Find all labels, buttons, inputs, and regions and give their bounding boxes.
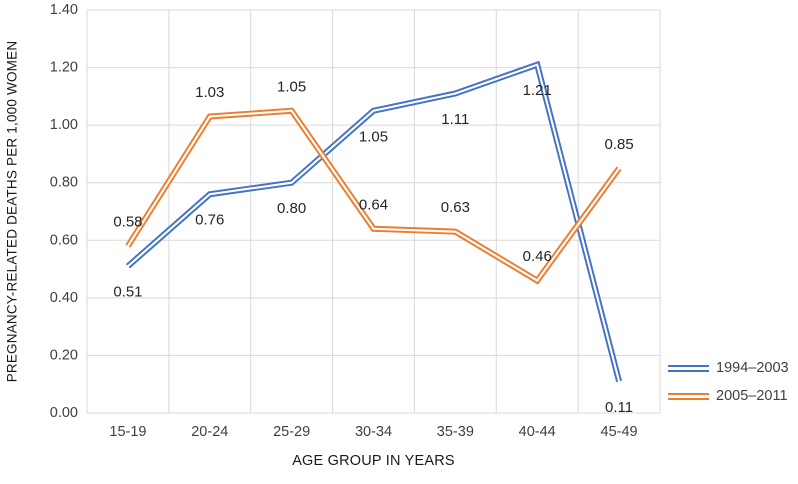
data-label-2005–2011: 1.05 [277, 78, 306, 95]
x-tick-label: 30-34 [355, 424, 392, 440]
data-label-1994–2003: 0.11 [605, 399, 633, 416]
x-axis-title: AGE GROUP IN YEARS [292, 453, 455, 469]
legend-swatch-orange-line-icon [668, 392, 709, 400]
x-tick-label: 20-24 [191, 424, 228, 440]
legend: 1994–2003 2005–2011 [668, 360, 789, 404]
legend-item-1994-2003: 1994–2003 [668, 360, 789, 376]
x-tick-label: 15-19 [109, 424, 146, 440]
x-tick-label: 45-49 [601, 424, 638, 440]
data-label-1994–2003: 1.21 [523, 82, 552, 99]
data-label-2005–2011: 0.64 [359, 196, 388, 213]
y-tick-label: 1.00 [50, 117, 78, 133]
y-tick-label: 0.60 [50, 232, 78, 248]
data-label-2005–2011: 0.58 [113, 214, 142, 231]
y-tick-label: 1.40 [50, 2, 78, 18]
y-tick-label: 0.00 [50, 405, 78, 421]
y-tick-label: 1.20 [50, 60, 78, 76]
legend-label: 2005–2011 [716, 388, 788, 404]
data-label-2005–2011: 0.46 [523, 248, 552, 265]
y-tick-label: 0.80 [50, 175, 78, 191]
data-label-1994–2003: 0.51 [113, 284, 142, 301]
x-tick-label: 40-44 [519, 424, 556, 440]
data-label-1994–2003: 0.80 [277, 200, 306, 217]
data-label-1994–2003: 1.11 [441, 111, 469, 128]
series-line-core-1994–2003 [127, 63, 621, 382]
legend-item-2005-2011: 2005–2011 [668, 388, 789, 404]
y-tick-label: 0.40 [50, 290, 78, 306]
series-line-core-2005–2011 [127, 109, 620, 282]
legend-swatch-blue-line-icon [668, 364, 709, 372]
data-label-1994–2003: 0.76 [195, 212, 224, 229]
data-label-1994–2003: 1.05 [359, 128, 388, 145]
x-tick-label: 35-39 [437, 424, 474, 440]
data-label-2005–2011: 1.03 [195, 84, 224, 101]
y-axis-title: PREGNANCY-RELATED DEATHS PER 1,000 WOMEN [4, 40, 20, 383]
legend-label: 1994–2003 [716, 360, 789, 376]
x-tick-label: 25-29 [273, 424, 310, 440]
data-label-2005–2011: 0.63 [441, 199, 470, 216]
data-label-2005–2011: 0.85 [604, 136, 633, 153]
y-tick-label: 0.20 [50, 347, 78, 363]
